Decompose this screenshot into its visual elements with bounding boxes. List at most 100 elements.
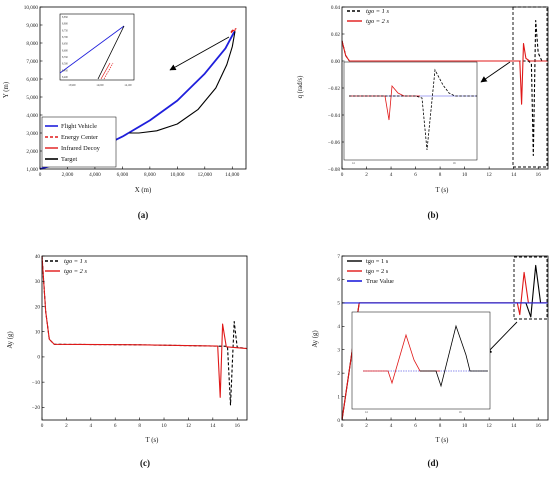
inset-d-tick: 14	[365, 411, 368, 414]
series-line-tgo-1-s	[41, 255, 248, 406]
x-tick-label: 12	[186, 423, 192, 429]
legend-d-true-value-label: True Value	[366, 278, 394, 285]
y-tick-label: 30	[35, 279, 41, 285]
x-tick-label: 10,000	[170, 172, 185, 178]
y-tick-label: 4,000	[26, 113, 38, 119]
series-line-infrared-decoy	[230, 29, 236, 34]
y-tick-label: 0	[337, 418, 340, 424]
x-tick-label: 10	[462, 423, 468, 429]
x-tick-label: 14	[511, 172, 517, 178]
panel-c-caption: (c)	[140, 458, 150, 468]
y-tick-label: 7,000	[26, 59, 38, 65]
inset-a-y-tick-label: 8,400	[62, 76, 69, 79]
panel-d-frame	[341, 255, 549, 421]
panel-b-legend: tgo = 1 s tgo = 2 s	[347, 8, 389, 25]
x-tick-label: 6	[114, 423, 117, 429]
y-tick-label: 0.02	[331, 32, 340, 38]
y-tick-label: 0.00	[331, 59, 340, 65]
panel-d-zoom-arrow	[485, 321, 518, 355]
series-line-tgo-2-s	[341, 40, 548, 105]
legend-b-tgo1-label: tgo = 1 s	[366, 8, 389, 15]
x-tick-label: 4,000	[89, 172, 101, 178]
x-tick-label: 4	[390, 172, 393, 178]
x-tick-label: 0	[341, 172, 344, 178]
panel-b-zoom-box	[512, 6, 548, 168]
x-tick-label: 14,000	[225, 172, 240, 178]
legend-c-tgo2-label: tgo = 2 s	[64, 268, 87, 275]
y-tick-label: −0.04	[328, 113, 340, 119]
inset-a-y-tick-label: 8,450	[62, 69, 69, 72]
x-tick-label: 16	[235, 423, 241, 429]
inset-a-energy-center-line	[103, 62, 114, 80]
panel-a-frame	[39, 6, 247, 170]
y-tick-label: 1,000	[26, 167, 38, 173]
inset-b-tick: 14	[352, 162, 355, 165]
panel-d-xlabel: T (s)	[436, 437, 449, 444]
x-tick-label: 6	[414, 172, 417, 178]
y-tick-label: 5,000	[26, 95, 38, 101]
panel-a-trajectory: 0 2,000 4,000 6,000 8,000 10,000 12,000 14,000 1…	[3, 5, 247, 220]
y-tick-label: −0.02	[328, 86, 340, 92]
x-tick-label: 2	[365, 172, 368, 178]
x-tick-label: 2	[365, 423, 368, 429]
inset-d-tgo1-line	[420, 324, 488, 388]
y-tick-label: 6	[337, 277, 340, 283]
panel-c-acceleration: 0 2 4 6 8 10 12 14 16 −20 −10 0 10 20 30 40 tgo = 1 s t…	[7, 254, 248, 468]
y-tick-label: 10,000	[24, 5, 39, 11]
y-tick-label: 2	[337, 371, 340, 377]
y-tick-label: −10	[32, 380, 41, 386]
panel-d-ylabel: Ay (g)	[312, 330, 319, 347]
y-tick-label: 9,000	[26, 23, 38, 29]
x-tick-label: 8,000	[144, 172, 156, 178]
inset-a-x-tick-label: 14,000	[96, 84, 104, 87]
legend-c-tgo1-label: tgo = 1 s	[64, 258, 87, 265]
panel-a-ylabel: Y (m)	[3, 82, 10, 98]
inset-b-tgo1-line	[349, 68, 477, 151]
panel-c-legend: tgo = 1 s tgo = 2 s	[45, 258, 87, 275]
series-line-target	[129, 31, 236, 134]
panel-b-xlabel: T (s)	[436, 187, 449, 194]
inset-a-flight-vehicle-line	[59, 25, 125, 74]
panel-a-caption: (a)	[138, 210, 149, 220]
inset-a-decoy-line	[100, 62, 111, 80]
x-tick-label: 8	[439, 423, 442, 429]
x-tick-label: 8	[138, 423, 141, 429]
inset-a-y-tick-label: 8,750	[62, 29, 69, 32]
y-tick-label: 1	[337, 394, 340, 400]
legend-a-decoy-label: Infrared Decoy	[61, 145, 101, 152]
inset-a-y-tick-label: 8,850	[62, 16, 69, 19]
inset-a-y-tick-label: 8,700	[62, 36, 69, 39]
legend-d-tgo2-label: tgo = 2 s	[366, 268, 389, 275]
inset-a-y-tick-label: 8,550	[62, 56, 69, 59]
inset-d-tick: 16	[459, 411, 462, 414]
y-tick-label: 6,000	[26, 77, 38, 83]
x-tick-label: 6,000	[117, 172, 129, 178]
x-tick-label: 12,000	[198, 172, 213, 178]
panel-d-legend: tgo = 1 s tgo = 2 s True Value	[347, 258, 394, 285]
panel-d-inset: 14 16	[351, 311, 491, 414]
panel-c-frame	[41, 255, 248, 421]
legend-a-target-label: Target	[61, 156, 77, 163]
x-tick-label: 10	[161, 423, 167, 429]
inset-a-x-tick-label: 13,900	[68, 84, 76, 87]
x-tick-label: 2	[65, 423, 68, 429]
x-tick-label: 4	[390, 423, 393, 429]
y-tick-label: 2,000	[26, 149, 38, 155]
x-tick-label: 4	[90, 423, 93, 429]
panel-a-zoom-arrow	[169, 36, 230, 71]
y-tick-label: −0.06	[328, 140, 340, 146]
panel-d-caption: (d)	[428, 458, 439, 468]
inset-a-y-tick-label: 8,800	[62, 23, 69, 26]
y-tick-label: 7	[337, 254, 340, 260]
x-tick-label: 0	[341, 423, 344, 429]
inset-a-y-tick-label: 8,500	[62, 63, 69, 66]
legend-b-tgo2-label: tgo = 2 s	[366, 18, 389, 25]
inset-a-y-tick-label: 8,600	[62, 49, 69, 52]
y-tick-label: 8,000	[26, 41, 38, 47]
panel-c-xlabel: T (s)	[146, 437, 159, 444]
inset-a-y-tick-label: 8,650	[62, 43, 69, 46]
panel-a-inset: 8,400 8,450 8,500 8,550 8,600 8,650 8,700 8,750…	[59, 13, 135, 87]
x-tick-label: 14	[511, 423, 517, 429]
